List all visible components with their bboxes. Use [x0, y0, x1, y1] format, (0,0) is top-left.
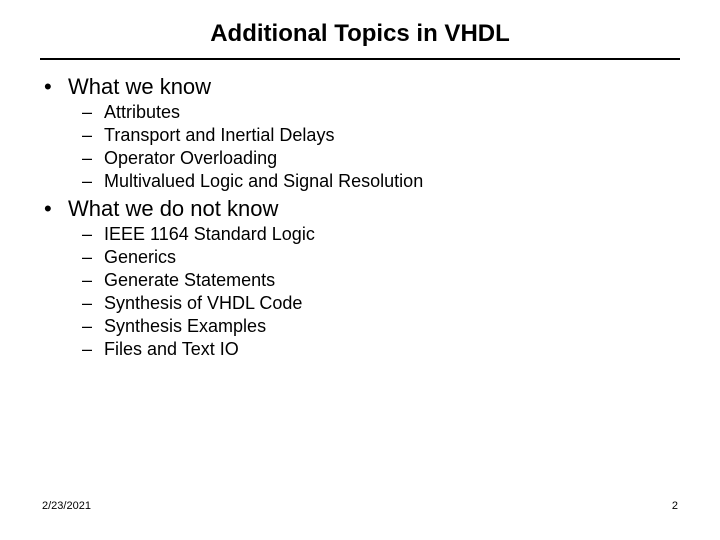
bullet-l2: – Attributes: [82, 102, 680, 123]
l2-text: Attributes: [104, 102, 180, 123]
l2-text: Synthesis Examples: [104, 316, 266, 337]
bullet-icon: •: [40, 74, 68, 100]
dash-icon: –: [82, 316, 104, 337]
dash-icon: –: [82, 148, 104, 169]
footer-page-number: 2: [672, 500, 678, 512]
bullet-l1: • What we do not know: [40, 196, 680, 222]
slide-title: Additional Topics in VHDL: [40, 20, 680, 58]
bullet-l2: – Operator Overloading: [82, 148, 680, 169]
section-heading: What we know: [68, 74, 211, 100]
dash-icon: –: [82, 125, 104, 146]
section-heading: What we do not know: [68, 196, 278, 222]
l2-text: Generics: [104, 247, 176, 268]
l2-text: Files and Text IO: [104, 339, 239, 360]
bullet-icon: •: [40, 196, 68, 222]
dash-icon: –: [82, 247, 104, 268]
bullet-l2: – Transport and Inertial Delays: [82, 125, 680, 146]
slide-footer: 2/23/2021 2: [40, 500, 680, 512]
l2-text: IEEE 1164 Standard Logic: [104, 224, 315, 245]
dash-icon: –: [82, 171, 104, 192]
l2-text: Multivalued Logic and Signal Resolution: [104, 171, 423, 192]
title-rule: [40, 58, 680, 60]
dash-icon: –: [82, 270, 104, 291]
bullet-l2: – Generate Statements: [82, 270, 680, 291]
bullet-l2: – Files and Text IO: [82, 339, 680, 360]
dash-icon: –: [82, 224, 104, 245]
bullet-l2: – Synthesis of VHDL Code: [82, 293, 680, 314]
bullet-l2: – Synthesis Examples: [82, 316, 680, 337]
bullet-l1: • What we know: [40, 74, 680, 100]
dash-icon: –: [82, 293, 104, 314]
l2-text: Generate Statements: [104, 270, 275, 291]
dash-icon: –: [82, 102, 104, 123]
slide-content: • What we know – Attributes – Transport …: [40, 70, 680, 500]
l2-text: Transport and Inertial Delays: [104, 125, 334, 146]
l2-text: Synthesis of VHDL Code: [104, 293, 302, 314]
bullet-l2: – Multivalued Logic and Signal Resolutio…: [82, 171, 680, 192]
bullet-l2: – IEEE 1164 Standard Logic: [82, 224, 680, 245]
l2-text: Operator Overloading: [104, 148, 277, 169]
dash-icon: –: [82, 339, 104, 360]
footer-date: 2/23/2021: [42, 500, 91, 512]
bullet-l2: – Generics: [82, 247, 680, 268]
slide: Additional Topics in VHDL • What we know…: [0, 0, 720, 540]
